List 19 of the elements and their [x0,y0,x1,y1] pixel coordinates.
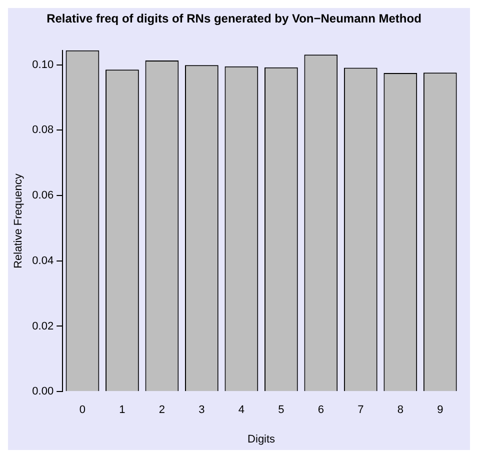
y-tick-label: 0.08 [32,124,54,136]
x-tick-label: 8 [397,404,404,416]
x-tick-label: 9 [437,404,444,416]
x-tick-label: 1 [119,404,126,416]
x-tick-label: 5 [278,404,284,416]
x-axis-title: Digits [248,433,276,446]
x-tick-label: 4 [238,404,244,416]
x-tick-label: 7 [358,404,364,416]
y-tick-label: 0.02 [32,320,54,332]
x-tick-label: 6 [318,404,324,416]
y-axis-title: Relative Frequency [12,173,25,268]
y-tick-label: 0.10 [32,58,54,71]
x-tick-label: 0 [79,404,86,416]
chart-title: Relative freq of digits of RNs generated by Von−Neumann Method [46,12,422,26]
y-tick-label: 0.06 [32,190,54,202]
x-tick-label: 2 [158,404,166,416]
x-tick-label: 3 [198,404,205,416]
y-tick-label: 0.00 [32,386,54,398]
y-tick-label: 0.04 [32,254,54,267]
